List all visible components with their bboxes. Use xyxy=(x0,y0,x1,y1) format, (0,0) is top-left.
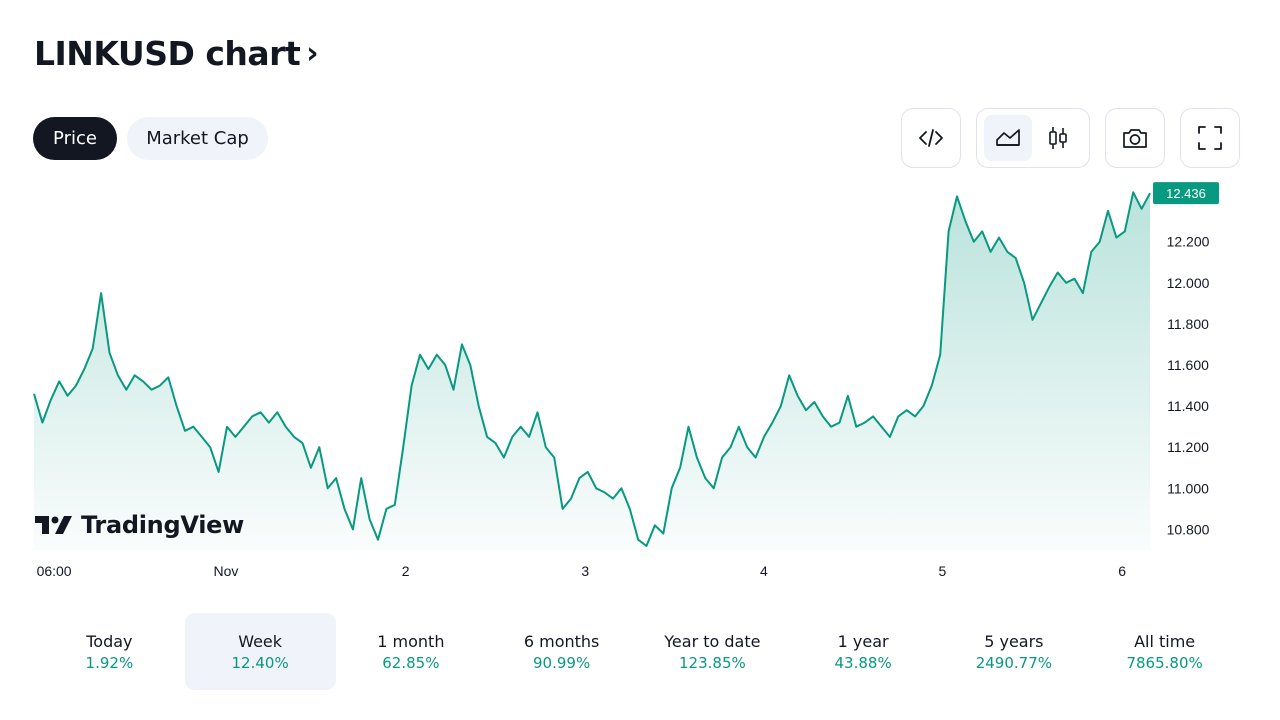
tab-market-cap[interactable]: Market Cap xyxy=(127,117,268,160)
period-label: Week xyxy=(238,631,283,651)
period-label: All time xyxy=(1134,631,1196,651)
last-price-badge xyxy=(1153,182,1219,205)
period-label: 1 month xyxy=(377,631,445,651)
y-tick-label: 10.800 xyxy=(1167,521,1210,537)
tradingview-logo[interactable]: TradingView xyxy=(35,511,244,539)
x-tick-label: 6 xyxy=(1118,563,1126,579)
x-tick-label: 4 xyxy=(760,563,768,579)
price-area-fill xyxy=(34,192,1150,551)
x-tick-label: Nov xyxy=(213,563,238,579)
tab-price-label: Price xyxy=(53,128,97,149)
y-tick-label: 11.400 xyxy=(1167,398,1209,414)
y-tick-label: 11.600 xyxy=(1167,357,1209,373)
period-label: 5 years xyxy=(984,631,1044,651)
area-chart-icon xyxy=(996,129,1020,146)
tradingview-logo-icon xyxy=(35,516,72,534)
period-week[interactable]: Week 12.40% xyxy=(184,613,336,690)
period-change: 12.40% xyxy=(231,653,289,672)
y-tick-label: 12.200 xyxy=(1167,234,1210,250)
fullscreen-icon xyxy=(1198,126,1222,150)
period-year-to-date[interactable]: Year to date 123.85% xyxy=(637,613,788,690)
x-tick-label: 5 xyxy=(939,563,947,579)
camera-icon xyxy=(1123,129,1147,148)
tradingview-logo-text: TradingView xyxy=(81,511,244,539)
period-label: 1 year xyxy=(837,631,889,651)
y-tick-label: 11.200 xyxy=(1167,439,1209,455)
period-change: 43.88% xyxy=(834,653,892,672)
period-change: 2490.77% xyxy=(975,653,1053,672)
period-label: 6 months xyxy=(523,631,600,651)
period-change: 1.92% xyxy=(85,653,134,672)
period-all-time[interactable]: All time 7865.80% xyxy=(1089,613,1240,690)
embed-button[interactable] xyxy=(901,108,961,168)
x-axis: 06:00 Nov 2 3 4 5 6 xyxy=(37,563,1127,579)
x-tick-label: 06:00 xyxy=(37,563,72,579)
y-axis: 12.200 12.000 11.800 11.600 11.400 11.200 11.0… xyxy=(1167,234,1210,538)
period-1-month[interactable]: 1 month 62.85% xyxy=(336,613,487,690)
period-label: Today xyxy=(86,631,133,651)
chart-style-toggle xyxy=(976,108,1090,168)
x-tick-label: 3 xyxy=(581,563,589,579)
chart-title: LINKUSD chart xyxy=(34,34,301,73)
period-change: 90.99% xyxy=(533,653,591,672)
x-tick-label: 2 xyxy=(402,563,410,579)
candlestick-chart-button[interactable] xyxy=(1034,115,1082,161)
fullscreen-button[interactable] xyxy=(1180,108,1240,168)
code-icon xyxy=(919,129,943,147)
y-tick-label: 12.000 xyxy=(1167,275,1210,291)
chevron-right-icon: › xyxy=(306,36,319,71)
period-selector: Today 1.92% Week 12.40% 1 month 62.85% 6… xyxy=(34,613,1240,690)
last-price-label: 12.436 xyxy=(1153,182,1219,205)
area-chart-button[interactable] xyxy=(984,115,1032,161)
period-6-months[interactable]: 6 months 90.99% xyxy=(486,613,637,690)
last-price-value: 12.436 xyxy=(1166,186,1206,201)
tab-market-cap-label: Market Cap xyxy=(146,128,249,149)
period-change: 62.85% xyxy=(382,653,440,672)
tab-price[interactable]: Price xyxy=(33,117,117,160)
period-1-year[interactable]: 1 year 43.88% xyxy=(788,613,939,690)
snapshot-button[interactable] xyxy=(1105,108,1165,168)
y-tick-label: 11.800 xyxy=(1167,316,1209,332)
period-today[interactable]: Today 1.92% xyxy=(34,613,185,690)
chart-title-link[interactable]: LINKUSD chart › xyxy=(34,34,319,73)
price-line xyxy=(33,191,1151,547)
candlestick-icon xyxy=(1049,127,1067,149)
period-label: Year to date xyxy=(664,631,761,651)
period-5-years[interactable]: 5 years 2490.77% xyxy=(939,613,1090,690)
price-chart[interactable]: 12.200 12.000 11.800 11.600 11.400 11.200 11.0… xyxy=(0,180,1280,590)
y-tick-label: 11.000 xyxy=(1167,480,1209,496)
period-change: 123.85% xyxy=(679,653,746,672)
period-change: 7865.80% xyxy=(1126,653,1203,672)
